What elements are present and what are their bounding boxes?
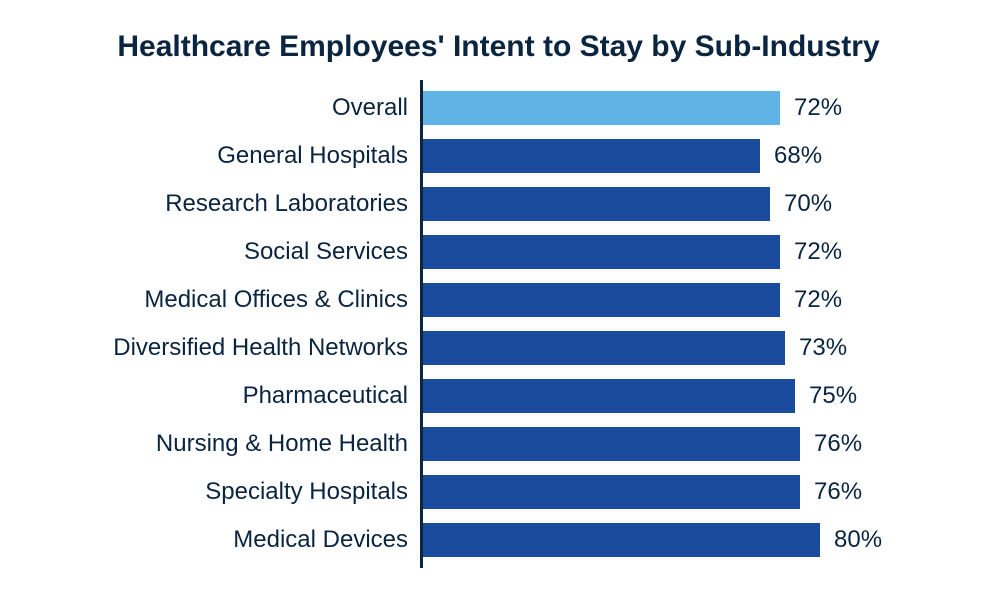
chart-row: Medical Offices & Clinics 72% xyxy=(90,276,957,324)
bar-value: 72% xyxy=(794,286,842,314)
bar xyxy=(420,523,820,557)
bar-area: 75% xyxy=(420,372,957,420)
bar-area: 72% xyxy=(420,84,957,132)
bar-value: 73% xyxy=(799,334,847,362)
y-axis-line xyxy=(420,80,423,568)
bar-value: 70% xyxy=(784,190,832,218)
bar-area: 70% xyxy=(420,180,957,228)
chart-row: Medical Devices 80% xyxy=(90,516,957,564)
bar-area: 73% xyxy=(420,324,957,372)
bar xyxy=(420,427,800,461)
chart-row: Social Services 72% xyxy=(90,228,957,276)
chart-row: General Hospitals 68% xyxy=(90,132,957,180)
bar-value: 68% xyxy=(774,142,822,170)
chart-row: Specialty Hospitals 76% xyxy=(90,468,957,516)
chart-row: Research Laboratories 70% xyxy=(90,180,957,228)
row-label: Specialty Hospitals xyxy=(90,478,420,506)
chart-body: Overall 72% General Hospitals 68% Resear… xyxy=(90,84,957,564)
bar xyxy=(420,235,780,269)
bar-value: 80% xyxy=(834,526,882,554)
bar xyxy=(420,139,760,173)
bar xyxy=(420,379,795,413)
bar-area: 72% xyxy=(420,276,957,324)
row-label: Medical Offices & Clinics xyxy=(90,286,420,314)
bar-area: 72% xyxy=(420,228,957,276)
row-label: Overall xyxy=(90,94,420,122)
row-label: Social Services xyxy=(90,238,420,266)
bar-value: 76% xyxy=(814,430,862,458)
chart-row: Nursing & Home Health 76% xyxy=(90,420,957,468)
row-label: Diversified Health Networks xyxy=(90,334,420,362)
bar-value: 72% xyxy=(794,94,842,122)
row-label: Nursing & Home Health xyxy=(90,430,420,458)
row-label: Medical Devices xyxy=(90,526,420,554)
bar-value: 72% xyxy=(794,238,842,266)
bar-area: 68% xyxy=(420,132,957,180)
bar-area: 80% xyxy=(420,516,957,564)
chart-row: Overall 72% xyxy=(90,84,957,132)
bar-value: 76% xyxy=(814,478,862,506)
bar xyxy=(420,91,780,125)
row-label: General Hospitals xyxy=(90,142,420,170)
bar-area: 76% xyxy=(420,420,957,468)
chart-container: Healthcare Employees' Intent to Stay by … xyxy=(40,30,957,567)
bar xyxy=(420,187,770,221)
bar xyxy=(420,283,780,317)
bar xyxy=(420,475,800,509)
bar-value: 75% xyxy=(809,382,857,410)
chart-row: Diversified Health Networks 73% xyxy=(90,324,957,372)
row-label: Research Laboratories xyxy=(90,190,420,218)
chart-row: Pharmaceutical 75% xyxy=(90,372,957,420)
row-label: Pharmaceutical xyxy=(90,382,420,410)
bar-area: 76% xyxy=(420,468,957,516)
chart-title: Healthcare Employees' Intent to Stay by … xyxy=(40,30,957,64)
bar xyxy=(420,331,785,365)
